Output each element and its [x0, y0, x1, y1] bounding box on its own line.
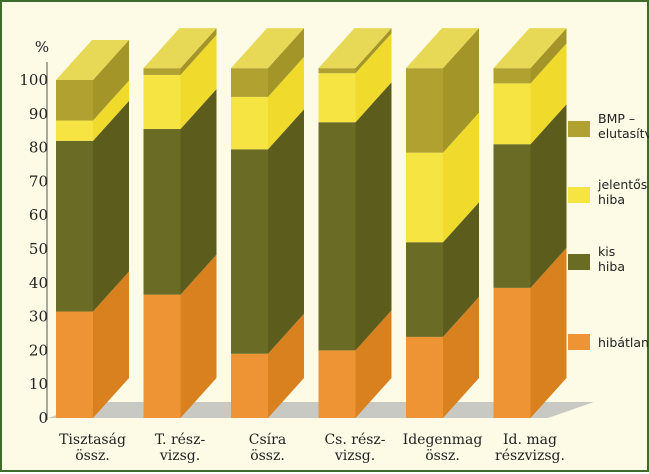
bar-segment-front	[56, 311, 93, 418]
legend-label: kis hiba	[598, 244, 625, 274]
bar-top-face	[231, 28, 304, 69]
bar-segment-front	[318, 122, 356, 351]
bar-segment-front	[406, 336, 443, 418]
bar-segment-front	[143, 74, 181, 130]
bar-segment-side	[93, 80, 129, 141]
bar-segment-front	[318, 73, 356, 123]
bar-segment-side	[268, 109, 304, 354]
bar-segment-side	[443, 112, 479, 243]
bar-segment-front	[493, 287, 531, 418]
category-label: Tisztaság össz.	[59, 432, 126, 464]
y-tick-label: 0	[38, 409, 48, 427]
legend-swatch	[568, 187, 590, 203]
legend-label: BMP –elutasítva	[598, 111, 649, 141]
y-tick-label: 10	[29, 375, 48, 393]
bar-segment-front	[493, 83, 531, 145]
bar-segment-side	[268, 313, 304, 418]
bar-segment-front	[231, 68, 268, 97]
bar-segment-front	[318, 68, 356, 74]
bar-segment-side	[443, 296, 479, 418]
bar-segment-front	[231, 149, 268, 354]
y-tick-label: 70	[29, 172, 48, 190]
bar-segment-side	[180, 28, 217, 75]
bar-segment-front	[318, 350, 356, 418]
bar-segment-side	[530, 43, 567, 145]
bar-segment-side	[530, 247, 567, 418]
bar-segment-front	[143, 294, 181, 418]
bar-segment-side	[180, 254, 217, 418]
bar-segment-side	[530, 104, 567, 288]
bar-top-face	[406, 28, 479, 69]
y-tick-label: 100	[19, 71, 48, 89]
y-tick-label: 80	[29, 139, 48, 157]
category-label: Csíra össz.	[249, 432, 286, 464]
bar-segment-side	[180, 89, 217, 295]
bar-segment-front	[406, 68, 443, 153]
y-tick-label: 20	[29, 341, 48, 359]
bar-segment-front	[143, 68, 181, 75]
bar-segment-side	[93, 40, 129, 121]
bar-segment-front	[406, 152, 443, 243]
legend-label: hibátlan	[598, 335, 649, 350]
bar-segment-side	[93, 100, 129, 312]
y-tick-label: 90	[29, 105, 48, 123]
category-label: Id. mag részvizsg.	[495, 432, 565, 464]
legend-label: jelentős hiba	[597, 177, 647, 207]
bar-segment-front	[143, 129, 181, 295]
bar-segment-front	[56, 120, 93, 141]
bar-segment-front	[231, 96, 268, 150]
bar-segment-front	[493, 68, 531, 84]
y-tick-label: 60	[29, 206, 48, 224]
bar-segment-side	[355, 310, 392, 418]
category-label: Idegenmag össz.	[403, 432, 483, 464]
category-label: T. rész-vizsg.	[155, 432, 206, 464]
bar-segment-side	[443, 28, 479, 153]
bar-segment-side	[93, 271, 129, 418]
category-label: Cs. rész-vizsg.	[324, 432, 385, 464]
bar-segment-front	[493, 144, 531, 288]
legend-swatch	[568, 121, 590, 137]
bar-top-face	[493, 28, 567, 69]
bar-segment-front	[56, 140, 93, 312]
legend-swatch	[568, 254, 590, 270]
bar-top-face	[318, 28, 392, 69]
y-tick-label: 40	[29, 274, 48, 292]
bar-segment-side	[355, 33, 392, 123]
y-tick-label: 30	[29, 308, 48, 326]
bar-segment-side	[355, 28, 392, 74]
bar-segment-side	[530, 28, 567, 84]
bar-segment-front	[231, 353, 268, 418]
legend-swatch	[568, 334, 590, 350]
bar-segment-front	[406, 242, 443, 337]
bar-top-face	[143, 28, 217, 69]
bar-segment-side	[180, 34, 217, 130]
y-tick-label: 50	[29, 240, 48, 258]
bar-top-face	[56, 40, 129, 80]
y-axis-label: %	[35, 38, 49, 56]
bar-segment-side	[268, 56, 304, 150]
bar-segment-side	[268, 28, 304, 97]
bar-segment-side	[443, 202, 479, 337]
bar-segment-front	[56, 80, 93, 121]
bar-segment-side	[355, 82, 392, 351]
